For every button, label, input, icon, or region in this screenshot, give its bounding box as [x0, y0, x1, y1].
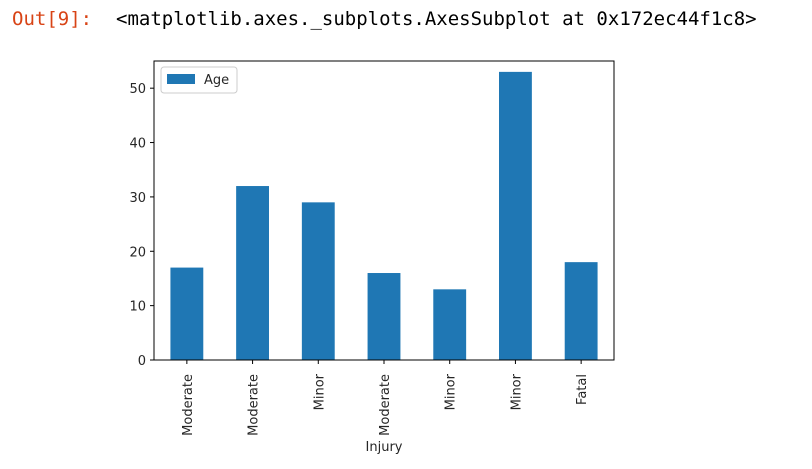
y-tick-label: 20 — [129, 245, 146, 260]
bar — [367, 273, 401, 360]
legend: Age — [160, 66, 238, 94]
y-axis: 0 10 20 30 40 50 — [129, 82, 154, 369]
x-tick-label: Moderate — [181, 374, 196, 436]
bar — [236, 186, 269, 360]
bar — [301, 202, 335, 360]
legend-box — [160, 66, 238, 94]
bar — [499, 71, 532, 360]
legend-swatch — [167, 74, 195, 84]
x-axis: Moderate Moderate Minor Moderate Minor Minor F… — [181, 360, 590, 436]
x-tick-label: Fatal — [575, 374, 590, 405]
bar — [170, 267, 204, 360]
x-tick-label: Minor — [444, 373, 459, 410]
x-tick-label: Moderate — [247, 374, 262, 436]
legend-label: Age — [204, 73, 229, 88]
y-tick-label: 10 — [129, 300, 146, 315]
y-tick-label: 0 — [138, 354, 146, 369]
bar — [433, 289, 467, 360]
x-tick-label: Minor — [509, 373, 524, 410]
y-tick-label: 50 — [129, 82, 146, 97]
y-tick-label: 40 — [129, 137, 146, 152]
x-tick-label: Minor — [312, 373, 327, 410]
output-repr-text: <matplotlib.axes._subplots.AxesSubplot a… — [116, 8, 757, 30]
x-tick-label: Moderate — [378, 374, 393, 436]
bar — [564, 262, 598, 360]
bars-layer — [170, 71, 598, 360]
output-prompt: Out[9]: — [12, 8, 93, 30]
x-axis-label: Injury — [366, 440, 403, 455]
y-tick-label: 30 — [129, 191, 146, 206]
